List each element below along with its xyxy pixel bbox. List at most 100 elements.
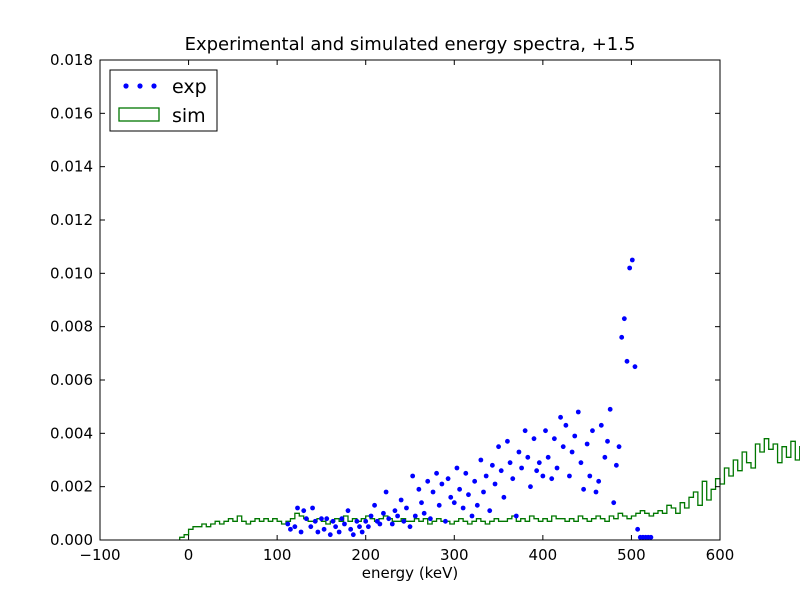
legend: exp sim	[109, 69, 218, 132]
legend-sim-marker	[118, 107, 160, 122]
exp-point	[498, 468, 504, 474]
exp-point	[381, 510, 386, 516]
x-tick-label: 300	[440, 546, 469, 564]
x-tick-label: −100	[79, 546, 120, 564]
y-tick-label: 0.012	[50, 211, 93, 229]
exp-point	[333, 524, 338, 530]
chart-title: Experimental and simulated energy spectr…	[185, 34, 636, 55]
exp-point	[427, 516, 433, 522]
exp-point	[363, 518, 369, 524]
exp-point	[554, 465, 560, 471]
exp-point	[416, 486, 422, 492]
exp-point	[635, 526, 641, 532]
exp-point	[421, 510, 427, 516]
exp-point	[489, 462, 495, 468]
exp-point	[463, 470, 469, 476]
exp-point	[354, 518, 360, 524]
exp-point	[324, 516, 330, 522]
exp-point	[478, 457, 484, 463]
exp-point	[348, 526, 354, 532]
exp-point	[487, 508, 493, 514]
exp-point	[602, 454, 608, 460]
y-tick-label: 0.018	[50, 51, 93, 69]
x-tick-label: 500	[617, 546, 646, 564]
exp-point	[619, 334, 625, 340]
exp-point	[481, 489, 486, 495]
exp-point	[528, 484, 533, 490]
exp-point	[534, 468, 540, 474]
exp-point	[321, 526, 327, 532]
exp-point	[430, 489, 436, 495]
y-tick-label: 0.002	[50, 478, 93, 496]
exp-point	[457, 486, 462, 492]
exp-point	[522, 428, 528, 434]
exp-point	[395, 513, 400, 519]
y-tick-label: 0.008	[50, 318, 93, 336]
exp-point	[558, 414, 563, 420]
exp-point	[505, 438, 510, 444]
exp-point	[516, 449, 522, 455]
exp-point	[567, 473, 572, 479]
exp-point	[301, 508, 307, 514]
x-tick-label: 0	[184, 546, 194, 564]
axes-frame	[99, 59, 721, 541]
legend-exp-dot	[137, 83, 143, 89]
exp-point	[549, 476, 555, 482]
exp-point	[563, 422, 569, 428]
exp-point	[410, 473, 416, 479]
exp-point	[288, 526, 293, 532]
exp-point	[545, 454, 551, 460]
exp-point	[425, 478, 431, 484]
exp-point	[398, 497, 404, 503]
exp-point	[469, 513, 475, 519]
exp-point	[466, 492, 471, 498]
exp-point	[448, 494, 454, 500]
legend-exp-label: exp	[172, 76, 207, 98]
exp-point	[648, 534, 654, 540]
exp-point	[312, 518, 318, 524]
axis-ticks: −100 0 100 200 300 400 500 600 0.000 0.002 0.004 0.…	[50, 51, 734, 564]
exp-point	[443, 518, 448, 524]
exp-point	[621, 316, 627, 322]
exp-point	[389, 521, 395, 527]
exp-point	[310, 505, 315, 511]
x-tick-label: 100	[263, 546, 292, 564]
exp-point	[575, 409, 581, 415]
exp-point	[319, 516, 324, 522]
y-tick-label: 0.016	[50, 104, 93, 122]
exp-point	[292, 524, 298, 530]
exp-point	[572, 433, 578, 439]
exp-point	[525, 454, 531, 460]
exp-point	[454, 465, 460, 471]
exp-point	[605, 438, 610, 444]
exp-point	[407, 524, 413, 530]
exp-point	[596, 478, 602, 484]
exp-point	[483, 473, 489, 479]
exp-point	[598, 422, 604, 428]
exp-point	[451, 500, 457, 506]
exp-point	[507, 460, 513, 466]
exp-point	[357, 524, 362, 530]
exp-point	[436, 502, 442, 508]
exp-point	[460, 505, 466, 511]
exp-point	[587, 473, 593, 479]
exp-point	[496, 444, 501, 450]
exp-point	[519, 465, 524, 471]
exp-point	[392, 508, 398, 514]
exp-point	[401, 518, 407, 524]
exp-point	[578, 460, 584, 466]
exp-point	[569, 449, 575, 455]
exp-point	[359, 529, 365, 535]
exp-point	[303, 516, 309, 522]
exp-point	[412, 513, 418, 519]
x-tick-label: 200	[351, 546, 380, 564]
exp-series	[285, 257, 654, 540]
exp-point	[308, 524, 314, 530]
exp-point	[386, 516, 392, 522]
exp-point	[419, 500, 424, 506]
y-tick-label: 0.010	[50, 264, 93, 282]
exp-point	[536, 460, 542, 466]
exp-point	[472, 478, 478, 484]
exp-point	[584, 441, 590, 447]
